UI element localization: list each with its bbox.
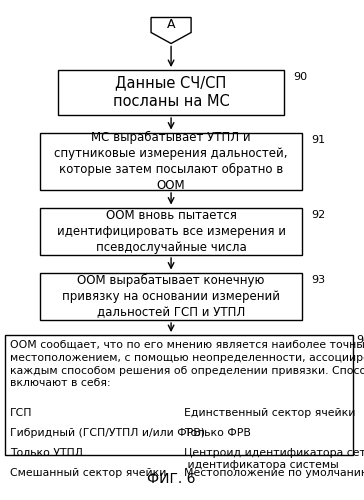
Text: Единственный сектор ячейки: Единственный сектор ячейки <box>184 408 355 418</box>
Text: 93: 93 <box>311 275 325 285</box>
Bar <box>40 208 302 255</box>
Text: ООМ вырабатывает конечную
привязку на основании измерений
дальностей ГСП и УТПЛ: ООМ вырабатывает конечную привязку на ос… <box>62 274 280 319</box>
Text: Только ФРВ: Только ФРВ <box>184 428 251 438</box>
Bar <box>40 272 302 320</box>
Text: 94: 94 <box>357 335 364 345</box>
Text: Местоположение по умолчанию: Местоположение по умолчанию <box>184 468 364 477</box>
Text: ООМ вновь пытается
идентифицировать все измерения и
псевдослучайные числа: ООМ вновь пытается идентифицировать все … <box>56 209 286 254</box>
Text: ООМ сообщает, что по его мнению является наиболее точным
местоположением, с помо: ООМ сообщает, что по его мнению является… <box>10 340 364 388</box>
Text: 90: 90 <box>293 72 307 83</box>
Text: Данные СЧ/СП
посланы на МС: Данные СЧ/СП посланы на МС <box>113 76 229 110</box>
Bar <box>40 132 302 190</box>
Bar <box>58 70 284 115</box>
Text: 91: 91 <box>311 135 325 145</box>
Bar <box>5 335 353 455</box>
Text: Гибридный (ГСП/УТПЛ и/или ФРВ): Гибридный (ГСП/УТПЛ и/или ФРВ) <box>10 428 205 438</box>
Text: Смешанный сектор ячейки: Смешанный сектор ячейки <box>10 468 166 477</box>
Text: ГСП: ГСП <box>10 408 32 418</box>
Text: Только УТПЛ: Только УТПЛ <box>10 448 83 458</box>
Text: 92: 92 <box>311 210 325 220</box>
Text: A: A <box>167 18 175 31</box>
Text: МС вырабатывает УТПЛ и
спутниковые измерения дальностей,
которые затем посылают : МС вырабатывает УТПЛ и спутниковые измер… <box>54 130 288 192</box>
Text: Центроид идентификатора сети/
 идентификатора системы: Центроид идентификатора сети/ идентифика… <box>184 448 364 469</box>
Text: ФИГ. 6: ФИГ. 6 <box>147 472 195 486</box>
